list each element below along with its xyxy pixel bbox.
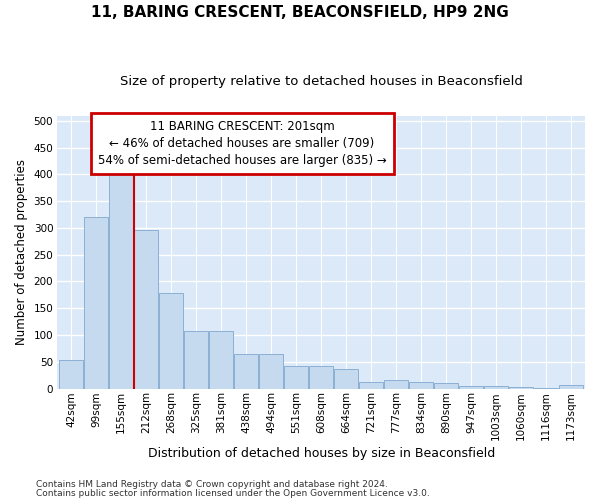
Text: Contains HM Land Registry data © Crown copyright and database right 2024.: Contains HM Land Registry data © Crown c… <box>36 480 388 489</box>
Bar <box>59 360 83 388</box>
Bar <box>160 294 183 388</box>
Bar <box>284 366 308 388</box>
Title: Size of property relative to detached houses in Beaconsfield: Size of property relative to detached ho… <box>120 75 523 88</box>
Bar <box>134 230 158 388</box>
Bar <box>310 366 333 388</box>
Bar <box>434 383 458 388</box>
Bar <box>385 380 408 388</box>
Y-axis label: Number of detached properties: Number of detached properties <box>15 159 28 345</box>
Bar <box>559 386 583 388</box>
Bar <box>209 330 233 388</box>
X-axis label: Distribution of detached houses by size in Beaconsfield: Distribution of detached houses by size … <box>148 447 495 460</box>
Bar <box>109 173 133 388</box>
Bar <box>409 382 433 388</box>
Bar <box>359 382 383 388</box>
Bar <box>184 330 208 388</box>
Text: 11, BARING CRESCENT, BEACONSFIELD, HP9 2NG: 11, BARING CRESCENT, BEACONSFIELD, HP9 2… <box>91 5 509 20</box>
Bar <box>259 354 283 388</box>
Bar <box>235 354 258 388</box>
Bar <box>334 368 358 388</box>
Bar <box>484 386 508 388</box>
Bar <box>460 386 483 388</box>
Bar <box>85 218 108 388</box>
Text: 11 BARING CRESCENT: 201sqm
← 46% of detached houses are smaller (709)
54% of sem: 11 BARING CRESCENT: 201sqm ← 46% of deta… <box>98 120 386 166</box>
Text: Contains public sector information licensed under the Open Government Licence v3: Contains public sector information licen… <box>36 488 430 498</box>
